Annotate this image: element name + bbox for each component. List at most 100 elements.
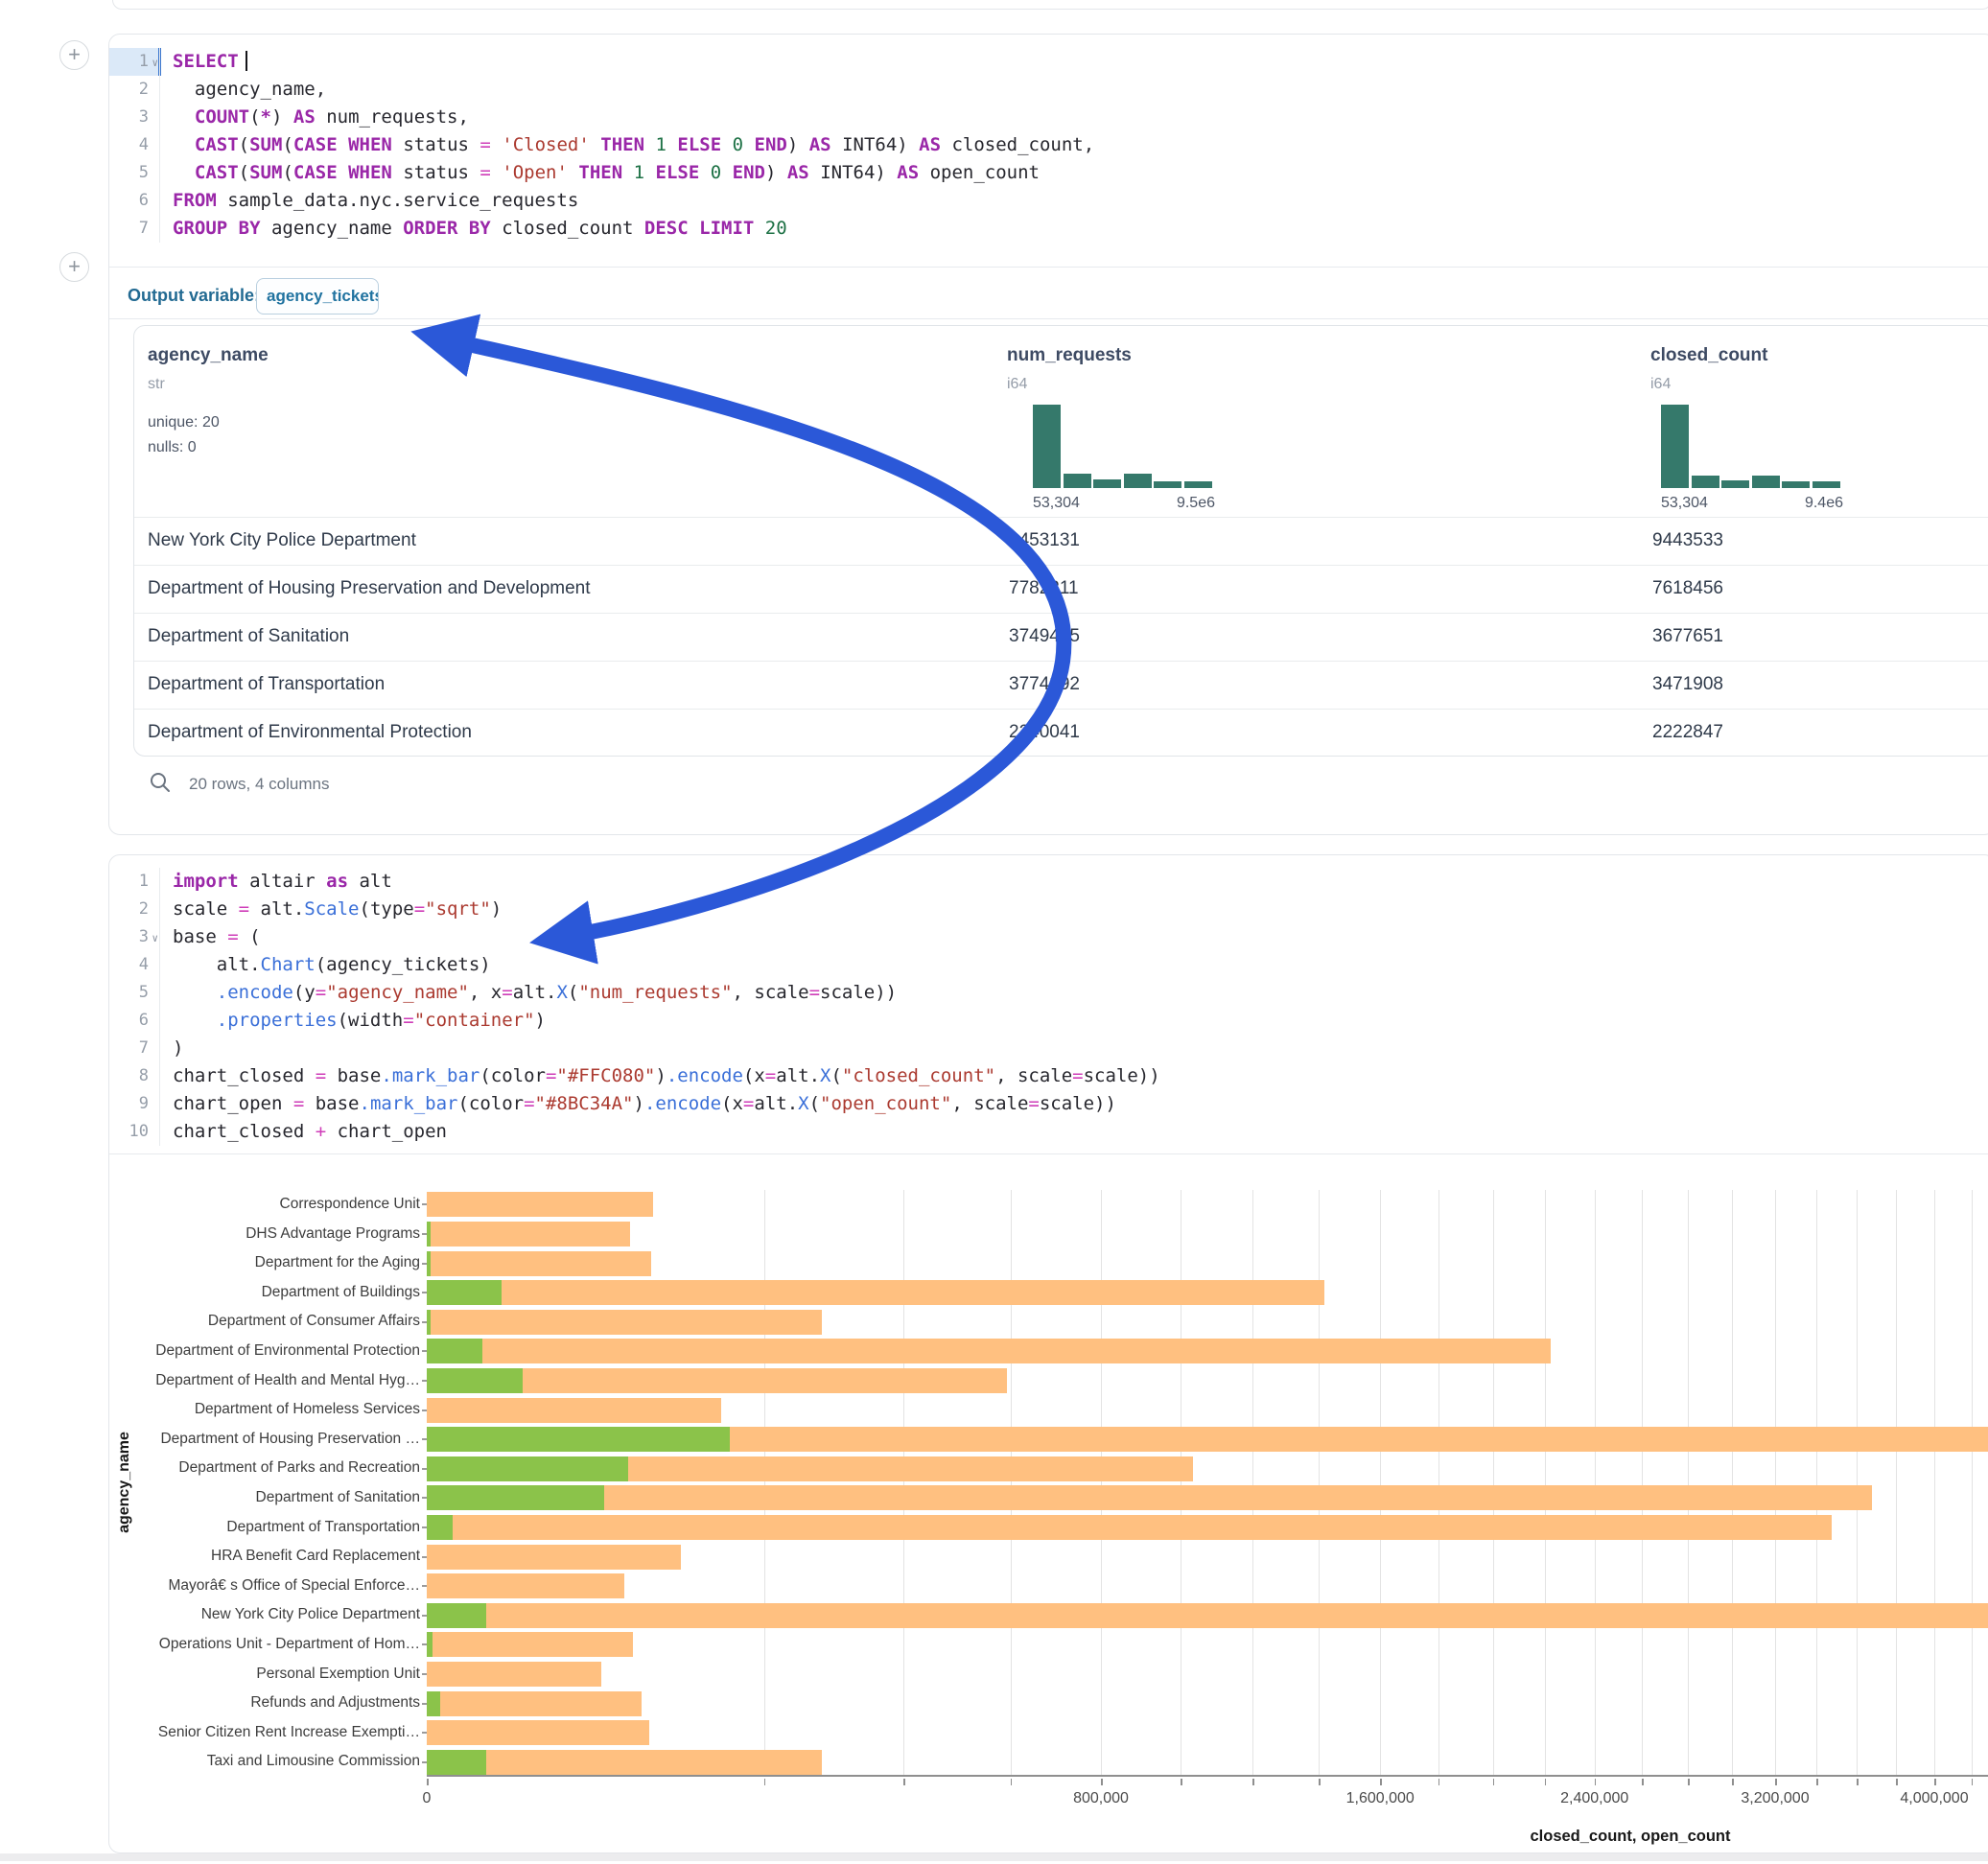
axis-tick bbox=[903, 1779, 905, 1785]
gridline bbox=[1319, 1190, 1320, 1775]
table-row[interactable]: Department of Environmental Protection22… bbox=[134, 709, 1988, 757]
gridline bbox=[1688, 1190, 1689, 1775]
y-axis-category-label: Department of Environmental Protection bbox=[150, 1337, 420, 1366]
histogram-bar bbox=[1782, 481, 1810, 488]
axis-tick bbox=[1493, 1779, 1495, 1785]
gridline bbox=[1545, 1190, 1546, 1775]
gridline bbox=[1972, 1190, 1973, 1775]
axis-tick bbox=[1896, 1779, 1898, 1785]
open_count-bar bbox=[427, 1280, 502, 1305]
y-axis-category-label: Department of Consumer Affairs bbox=[150, 1307, 420, 1337]
dataframe-rows: New York City Police Department945313194… bbox=[134, 517, 1988, 757]
open_count-bar bbox=[427, 1691, 440, 1716]
open_count-bar bbox=[427, 1310, 431, 1335]
column-meta-unique: unique: 20 bbox=[148, 414, 220, 431]
histogram-bar bbox=[1752, 476, 1780, 488]
code-line[interactable]: 5 CAST(SUM(CASE WHEN status = 'Open' THE… bbox=[109, 159, 1988, 187]
histogram-bar bbox=[1064, 474, 1091, 488]
table-row[interactable]: Department of Sanitation37494853677651 bbox=[134, 613, 1988, 661]
gridline bbox=[1896, 1190, 1897, 1775]
code-text: CAST(SUM(CASE WHEN status = 'Closed' THE… bbox=[159, 131, 1094, 159]
axis-tick bbox=[1972, 1779, 1974, 1785]
add-cell-button[interactable]: + bbox=[59, 40, 89, 70]
cell-num-requests: 7782211 bbox=[1009, 578, 1079, 599]
dataframe-preview[interactable]: agency_name str unique: 20 nulls: 0 num_… bbox=[133, 325, 1988, 757]
line-number: 3 bbox=[109, 104, 159, 131]
column-type: str bbox=[148, 376, 165, 393]
y-axis-category-label: Department of Parks and Recreation bbox=[150, 1454, 420, 1483]
y-axis-category-label: Department of Buildings bbox=[150, 1278, 420, 1308]
python-cell-card: 1import altair as alt2scale = alt.Scale(… bbox=[108, 854, 1988, 1853]
cell-gap bbox=[0, 1853, 1988, 1861]
altair-bar-chart: agency_name Correspondence UnitDHS Advan… bbox=[109, 855, 1988, 1854]
gridline bbox=[1252, 1190, 1253, 1775]
histogram-bar bbox=[1184, 481, 1212, 488]
table-row[interactable]: Department of Housing Preservation and D… bbox=[134, 565, 1988, 613]
axis-tick bbox=[1545, 1779, 1547, 1785]
histogram-num-requests bbox=[1033, 405, 1215, 488]
closed_count-bar bbox=[427, 1603, 1988, 1628]
column-header-num-requests[interactable]: num_requests bbox=[1007, 345, 1132, 366]
x-axis-tick-label: 4,000,000 bbox=[1900, 1790, 1968, 1807]
output-variable-pill[interactable]: agency_tickets bbox=[256, 278, 379, 315]
axis-tick bbox=[1181, 1779, 1182, 1785]
code-line[interactable]: 7GROUP BY agency_name ORDER BY closed_co… bbox=[109, 215, 1988, 243]
histogram-closed-count bbox=[1661, 405, 1843, 488]
cell-agency-name: Department of Housing Preservation and D… bbox=[148, 578, 591, 599]
axis-tick bbox=[1380, 1779, 1382, 1785]
y-axis-category-label: Department of Health and Mental Hyg… bbox=[150, 1366, 420, 1396]
column-header-agency-name[interactable]: agency_name bbox=[148, 345, 269, 366]
closed_count-bar bbox=[427, 1573, 624, 1598]
gridline bbox=[1380, 1190, 1381, 1775]
open_count-bar bbox=[427, 1485, 604, 1510]
line-number: 2 bbox=[109, 76, 159, 104]
axis-tick bbox=[1011, 1779, 1013, 1785]
axis-tick bbox=[1934, 1779, 1936, 1785]
gridline bbox=[1732, 1190, 1733, 1775]
cell-num-requests: 2240041 bbox=[1009, 722, 1080, 743]
y-axis-category-label: Refunds and Adjustments bbox=[150, 1689, 420, 1718]
table-row[interactable]: New York City Police Department945313194… bbox=[134, 517, 1988, 565]
search-icon[interactable] bbox=[149, 771, 172, 794]
gridline bbox=[1775, 1190, 1776, 1775]
gridline bbox=[1101, 1190, 1102, 1775]
gridline bbox=[1934, 1190, 1935, 1775]
y-axis-category-label: Department of Sanitation bbox=[150, 1483, 420, 1513]
histogram-max-label: 9.5e6 bbox=[1153, 495, 1215, 512]
code-line[interactable]: 3 COUNT(*) AS num_requests, bbox=[109, 104, 1988, 131]
closed_count-bar bbox=[427, 1632, 633, 1657]
histogram-bar bbox=[1721, 480, 1749, 488]
histogram-max-label: 9.4e6 bbox=[1781, 495, 1843, 512]
closed_count-bar bbox=[427, 1720, 649, 1745]
code-text: FROM sample_data.nyc.service_requests bbox=[159, 187, 578, 215]
open_count-bar bbox=[427, 1515, 453, 1540]
sql-code-editor[interactable]: 1∨SELECT2 agency_name,3 COUNT(*) AS num_… bbox=[109, 48, 1988, 243]
cell-agency-name: Department of Transportation bbox=[148, 674, 385, 695]
cell-closed-count: 2222847 bbox=[1652, 722, 1723, 743]
fold-chevron-icon[interactable]: ∨ bbox=[152, 49, 158, 77]
previous-cell-edge bbox=[112, 0, 1988, 10]
histogram-bar bbox=[1154, 481, 1181, 488]
text-cursor bbox=[246, 51, 247, 71]
column-header-closed-count[interactable]: closed_count bbox=[1650, 345, 1767, 366]
line-number: 1∨ bbox=[109, 48, 159, 76]
gridline bbox=[903, 1190, 904, 1775]
code-line[interactable]: 6FROM sample_data.nyc.service_requests bbox=[109, 187, 1988, 215]
sql-cell-card: 1∨SELECT2 agency_name,3 COUNT(*) AS num_… bbox=[108, 34, 1988, 835]
output-variable-label: Output variable: bbox=[128, 286, 260, 306]
histogram-bar bbox=[1813, 481, 1840, 488]
histogram-min-label: 53,304 bbox=[1033, 495, 1080, 512]
code-line[interactable]: 4 CAST(SUM(CASE WHEN status = 'Closed' T… bbox=[109, 131, 1988, 159]
code-text: CAST(SUM(CASE WHEN status = 'Open' THEN … bbox=[159, 159, 1040, 187]
code-line[interactable]: 1∨SELECT bbox=[109, 48, 1988, 76]
gridline bbox=[1595, 1190, 1596, 1775]
y-axis-category-label: Mayorâ€ s Office of Special Enforce… bbox=[150, 1572, 420, 1601]
table-row[interactable]: Department of Transportation377489234719… bbox=[134, 661, 1988, 709]
code-line[interactable]: 2 agency_name, bbox=[109, 76, 1988, 104]
code-text: SELECT bbox=[159, 48, 247, 76]
y-axis-category-label: Correspondence Unit bbox=[150, 1190, 420, 1220]
histogram-bar bbox=[1093, 479, 1121, 488]
add-cell-button[interactable]: + bbox=[59, 252, 89, 282]
y-axis-category-label: Senior Citizen Rent Increase Exempti… bbox=[150, 1718, 420, 1748]
axis-tick bbox=[1642, 1779, 1644, 1785]
